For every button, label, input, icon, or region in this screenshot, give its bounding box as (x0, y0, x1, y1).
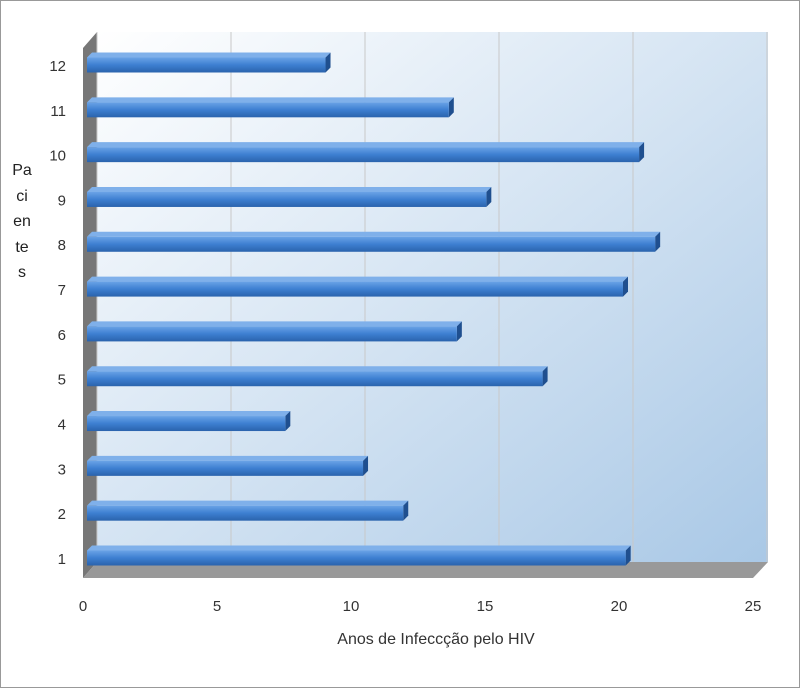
bar-front (87, 191, 487, 207)
y-tick-label: 12 (49, 58, 66, 75)
bar-side (285, 411, 291, 432)
bar-top (87, 366, 548, 372)
y-tick-label: 6 (58, 327, 66, 344)
y-tick-label: 5 (58, 372, 66, 389)
bar (87, 276, 628, 297)
bar-top (87, 52, 331, 58)
bar-top (87, 545, 631, 551)
bar-top (87, 276, 628, 282)
x-tick-label: 5 (213, 598, 221, 615)
bar-front (87, 236, 656, 252)
x-tick-label: 15 (477, 598, 494, 615)
bar-top (87, 142, 645, 148)
y-tick-label: 1 (58, 551, 66, 568)
bar-top (87, 455, 369, 461)
bar-side (623, 276, 628, 297)
bar-top (87, 97, 454, 103)
y-tick-label: 11 (50, 103, 66, 120)
bar-front (87, 326, 457, 342)
y-tick-label: 7 (58, 282, 66, 299)
x-axis-label: Anos de Infeccção pelo HIV (337, 631, 535, 648)
side-wall (83, 32, 97, 578)
bar (87, 52, 331, 73)
bar-top (87, 500, 409, 506)
bar (87, 142, 645, 163)
bar-side (639, 142, 645, 163)
bar-side (325, 52, 331, 73)
bar-front (87, 57, 326, 73)
bar-front (87, 371, 543, 387)
bar (87, 186, 492, 207)
bar-front (87, 102, 449, 118)
y-tick-label: 10 (49, 148, 66, 165)
bar-front (87, 416, 286, 432)
bar-side (456, 321, 462, 342)
bar (87, 411, 291, 432)
bar-side (625, 545, 631, 566)
bar (87, 366, 548, 387)
bar-front (87, 460, 364, 476)
y-axis-label: Pacientes (12, 162, 32, 282)
x-tick-label: 10 (343, 598, 360, 615)
y-tick-label: 8 (58, 237, 66, 254)
bar (87, 545, 631, 566)
bar (87, 455, 369, 476)
bar-side (403, 500, 409, 521)
bar-side (655, 231, 661, 252)
bar-side (542, 366, 548, 387)
floor (83, 562, 768, 578)
x-tick-label: 0 (79, 598, 87, 615)
bar-front (87, 281, 623, 297)
bar-top (87, 186, 492, 192)
bar (87, 321, 462, 342)
bar (87, 500, 409, 521)
bar-side (363, 455, 369, 476)
bar-top (87, 411, 291, 417)
bar-side (486, 186, 492, 207)
bar (87, 97, 454, 118)
y-tick-label: 2 (58, 506, 66, 523)
bar-front (87, 505, 404, 521)
bar-front (87, 147, 640, 163)
bar-side (448, 97, 454, 118)
bar-top (87, 231, 661, 237)
y-tick-label: 3 (58, 461, 66, 478)
y-tick-label: 9 (58, 192, 66, 209)
y-tick-label: 4 (58, 417, 66, 434)
bar-front (87, 550, 626, 566)
x-tick-label: 20 (611, 598, 628, 615)
bar (87, 231, 661, 252)
x-tick-label: 25 (745, 598, 762, 615)
bar-top (87, 321, 462, 327)
